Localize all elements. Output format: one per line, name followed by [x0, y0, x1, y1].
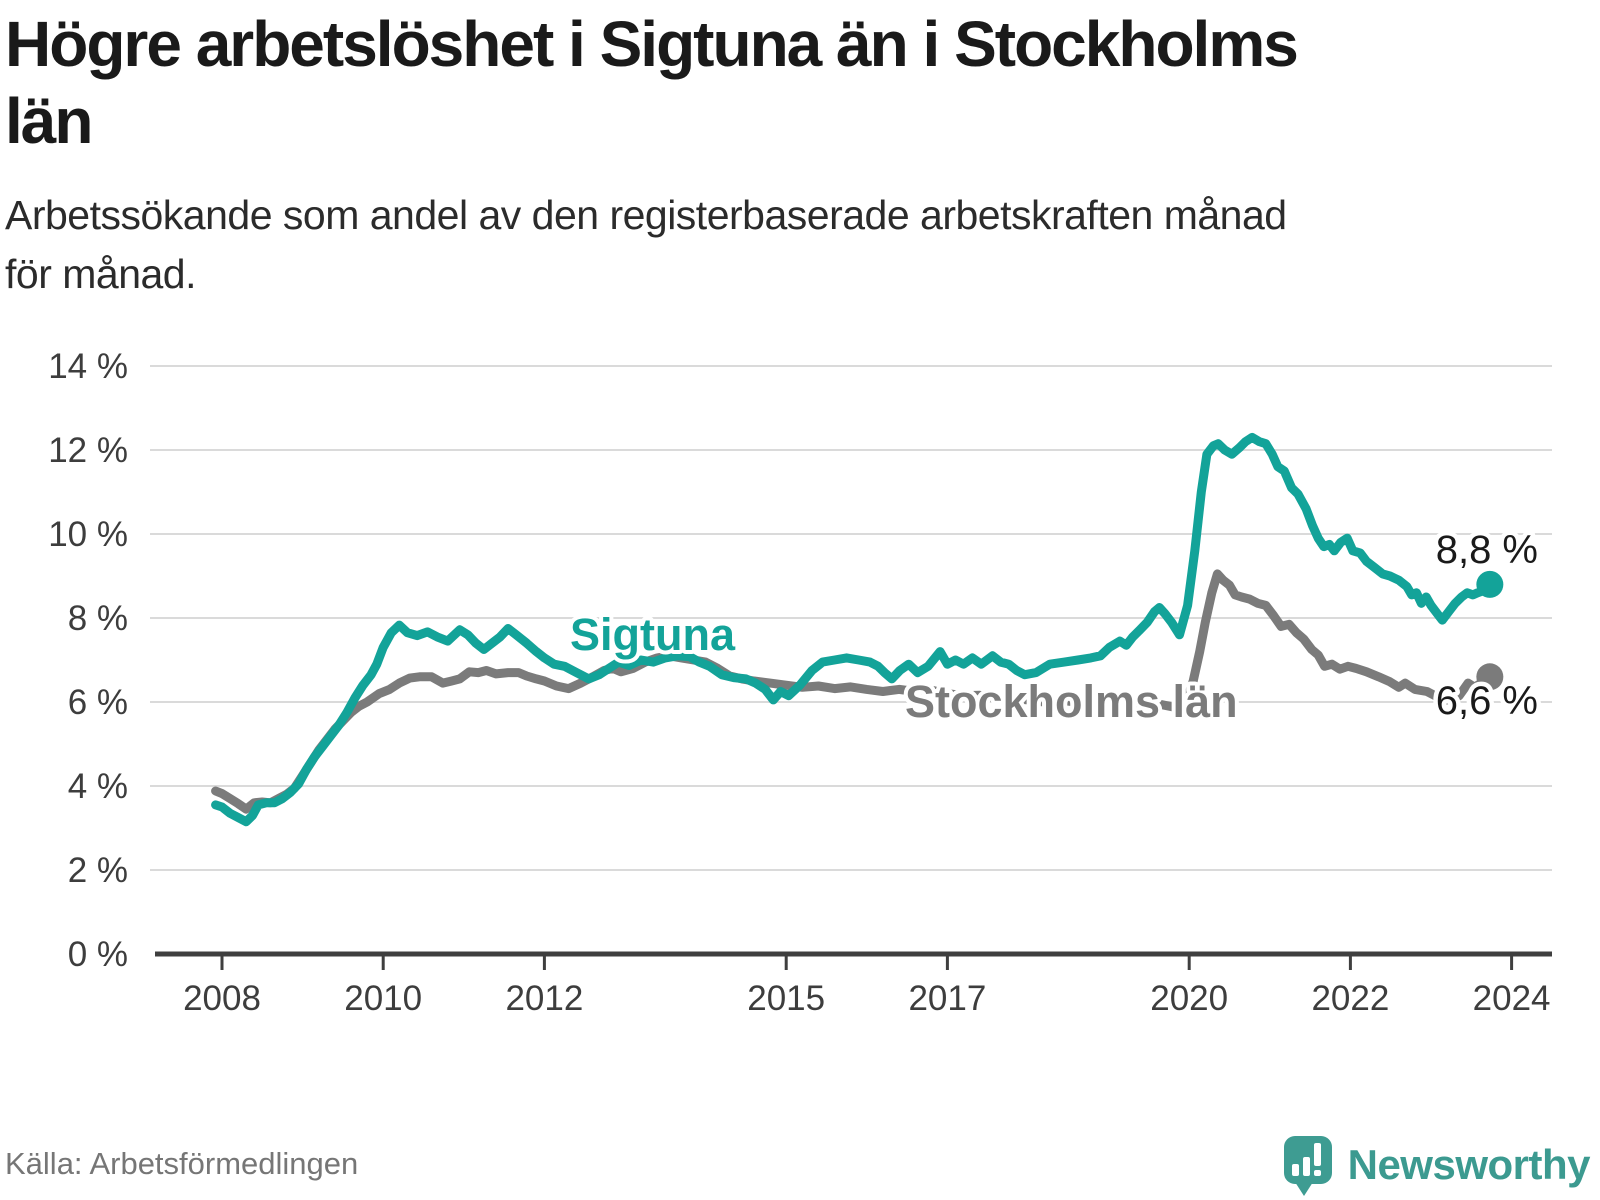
y-tick-label-14: 14 % [48, 347, 128, 386]
x-tick-label-2015: 2015 [747, 979, 825, 1018]
logo-exclamation-dot [1313, 1170, 1321, 1176]
chart-subtitle: Arbetssökande som andel av den registerb… [5, 186, 1565, 304]
y-tick-label-10: 10 % [48, 515, 128, 554]
x-tick-label-2008: 2008 [183, 979, 261, 1018]
newsworthy-speech-bubble-bar-chart-icon [1283, 1134, 1332, 1196]
series-label-sigtuna: Sigtuna [570, 609, 736, 660]
newsworthy-logo: Newsworthy [1283, 1134, 1591, 1196]
y-tick-label-4: 4 % [68, 767, 128, 806]
x-tick-label-2012: 2012 [505, 979, 583, 1018]
x-axis-tick-labels: 2008 2010 2012 2015 2017 2020 2022 2024 [183, 979, 1550, 1018]
logo-bar-2 [1302, 1157, 1310, 1176]
end-dot-sigtuna [1476, 570, 1504, 598]
series-lines [211, 432, 1495, 827]
series-end-dots [1476, 570, 1504, 691]
logo-bar-1 [1291, 1164, 1299, 1176]
end-value-label-sigtuna: 8,8 % [1436, 528, 1538, 572]
y-tick-label-2: 2 % [68, 851, 128, 890]
series-line-sigtuna [211, 432, 1495, 827]
source-note: Källa: Arbetsförmedlingen [5, 1146, 359, 1181]
x-axis-ticks [220, 954, 1514, 970]
x-tick-label-2022: 2022 [1311, 979, 1389, 1018]
series-line-stockholms-l-n [211, 569, 1495, 814]
x-tick-label-2010: 2010 [344, 979, 422, 1018]
logo-bubble-tail [1294, 1182, 1313, 1196]
y-tick-label-6: 6 % [68, 683, 128, 722]
y-tick-label-8: 8 % [68, 599, 128, 638]
chart-title-line2: län [5, 84, 93, 157]
x-tick-label-2017: 2017 [908, 979, 986, 1018]
gridlines [150, 365, 1552, 871]
chart-title-line1: Högre arbetslöshet i Sigtuna än i Stockh… [5, 8, 1299, 80]
series-label-stockholms-lan: Stockholms län [905, 676, 1238, 727]
x-tick-label-2020: 2020 [1150, 979, 1228, 1018]
end-value-label-stockholms-lan: 6,6 % [1436, 679, 1538, 723]
logo-exclamation-bar [1313, 1143, 1321, 1166]
chart-title: Högre arbetslöshet i Sigtuna än i Stockh… [5, 6, 1565, 160]
chart-subtitle-line1: Arbetssökande som andel av den registerb… [5, 192, 1287, 238]
x-tick-label-2024: 2024 [1473, 979, 1551, 1018]
end-dot-stockholms-l-n [1476, 663, 1504, 691]
chart-subtitle-line2: för månad. [5, 251, 197, 298]
y-tick-label-0: 0 % [68, 935, 128, 974]
newsworthy-wordmark: Newsworthy [1347, 1141, 1591, 1188]
y-axis-labels: 0 % 2 % 4 % 6 % 8 % 10 % 12 % 14 % [48, 347, 128, 974]
y-tick-label-12: 12 % [48, 431, 128, 470]
